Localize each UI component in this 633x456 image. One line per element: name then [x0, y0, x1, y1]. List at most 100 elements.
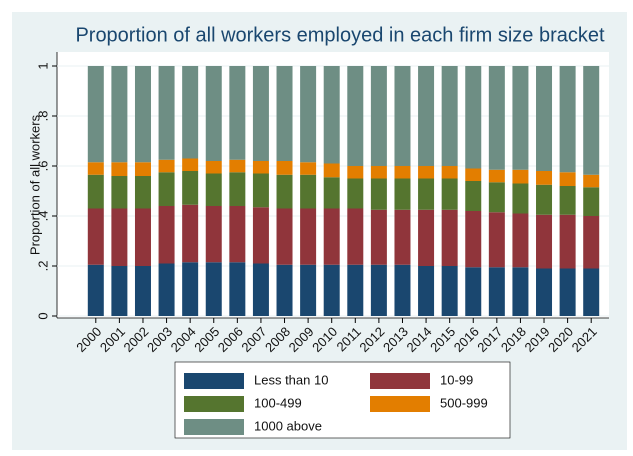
bar-segment: [276, 174, 293, 209]
bar-segment: [205, 66, 222, 161]
y-tick-label: .2: [35, 261, 50, 272]
bar-segment: [158, 263, 175, 316]
bar-segment: [512, 66, 529, 170]
bar-segment: [559, 66, 576, 173]
y-tick-label: 1: [35, 62, 50, 69]
bar-segment: [252, 66, 269, 161]
bar-segment: [536, 171, 553, 185]
bar-segment: [394, 209, 411, 265]
legend-label: 500-999: [440, 395, 488, 410]
bar-segment: [488, 212, 505, 268]
bar-segment: [300, 162, 317, 175]
bar-segment: [87, 162, 104, 175]
y-tick-label: .8: [35, 111, 50, 122]
bar-segment: [134, 162, 151, 176]
y-tick-label: .4: [35, 211, 50, 222]
bar-segment: [394, 264, 411, 316]
bar-segment: [441, 209, 458, 266]
bar-segment: [559, 268, 576, 316]
bar-segment: [465, 211, 482, 268]
bar-segment: [370, 178, 387, 210]
bar-segment: [559, 214, 576, 269]
bar-segment: [323, 208, 340, 265]
legend-swatch: [184, 373, 244, 389]
bar-segment: [87, 66, 104, 163]
bar-segment: [559, 186, 576, 215]
bar-segment: [276, 264, 293, 316]
bar-segment: [182, 171, 199, 205]
bar-segment: [276, 66, 293, 161]
bar-segment: [418, 178, 435, 210]
bar-segment: [465, 267, 482, 316]
bar-segment: [323, 177, 340, 209]
bar-segment: [512, 183, 529, 214]
bar-segment: [441, 166, 458, 179]
bar-segment: [300, 208, 317, 265]
bar-segment: [370, 209, 387, 265]
bar-segment: [182, 262, 199, 316]
bar-segment: [347, 166, 364, 179]
bar-segment: [182, 66, 199, 159]
bar-segment: [205, 206, 222, 263]
bar-segment: [229, 172, 246, 206]
bar-segment: [465, 66, 482, 169]
bar-segment: [347, 208, 364, 265]
bar-segment: [134, 66, 151, 163]
y-tick-label: 0: [35, 312, 50, 319]
bar-segment: [536, 184, 553, 215]
bar-segment: [488, 169, 505, 183]
bar-segment: [229, 159, 246, 173]
bar-segment: [559, 172, 576, 186]
bar-segment: [205, 173, 222, 206]
bar-segment: [111, 266, 128, 316]
bar-segment: [370, 166, 387, 179]
bar-segment: [583, 216, 600, 269]
legend-label: 1000 above: [254, 418, 322, 433]
bar-segment: [87, 208, 104, 265]
bar-segment: [536, 268, 553, 316]
bar-segment: [276, 161, 293, 175]
bar-segment: [87, 264, 104, 316]
bar-segment: [512, 213, 529, 268]
bar-segment: [441, 66, 458, 166]
bar-segment: [252, 207, 269, 264]
legend-swatch: [184, 396, 244, 412]
bar-segment: [182, 158, 199, 171]
y-tick-label: .6: [35, 161, 50, 172]
bar-segment: [441, 266, 458, 316]
bar-segment: [134, 266, 151, 316]
bar-segment: [252, 173, 269, 208]
bar-segment: [229, 262, 246, 316]
legend-swatch: [370, 373, 430, 389]
bar-segment: [323, 264, 340, 316]
bar-segment: [347, 264, 364, 316]
bar-segment: [205, 262, 222, 316]
bar-segment: [158, 159, 175, 173]
bar-segment: [488, 267, 505, 316]
y-axis-label: Proportion of all workers: [27, 114, 42, 255]
bar-segment: [323, 163, 340, 178]
bar-segment: [347, 178, 364, 209]
bar-segment: [158, 172, 175, 206]
bar-segment: [111, 162, 128, 176]
bar-segment: [512, 169, 529, 184]
bar-segment: [536, 214, 553, 269]
bar-segment: [347, 66, 364, 166]
bar-segment: [111, 208, 128, 266]
bar-segment: [488, 182, 505, 213]
bar-segment: [488, 66, 505, 170]
bar-segment: [323, 66, 340, 164]
bar-segment: [583, 174, 600, 188]
bar-segment: [134, 208, 151, 266]
legend-swatch: [184, 419, 244, 435]
bar-segment: [394, 166, 411, 179]
bar-segment: [370, 66, 387, 166]
bar-segment: [158, 206, 175, 264]
legend-label: 10-99: [440, 372, 473, 387]
bar-segment: [111, 176, 128, 209]
bar-segment: [394, 66, 411, 166]
bar-segment: [394, 178, 411, 210]
bar-segment: [87, 174, 104, 209]
